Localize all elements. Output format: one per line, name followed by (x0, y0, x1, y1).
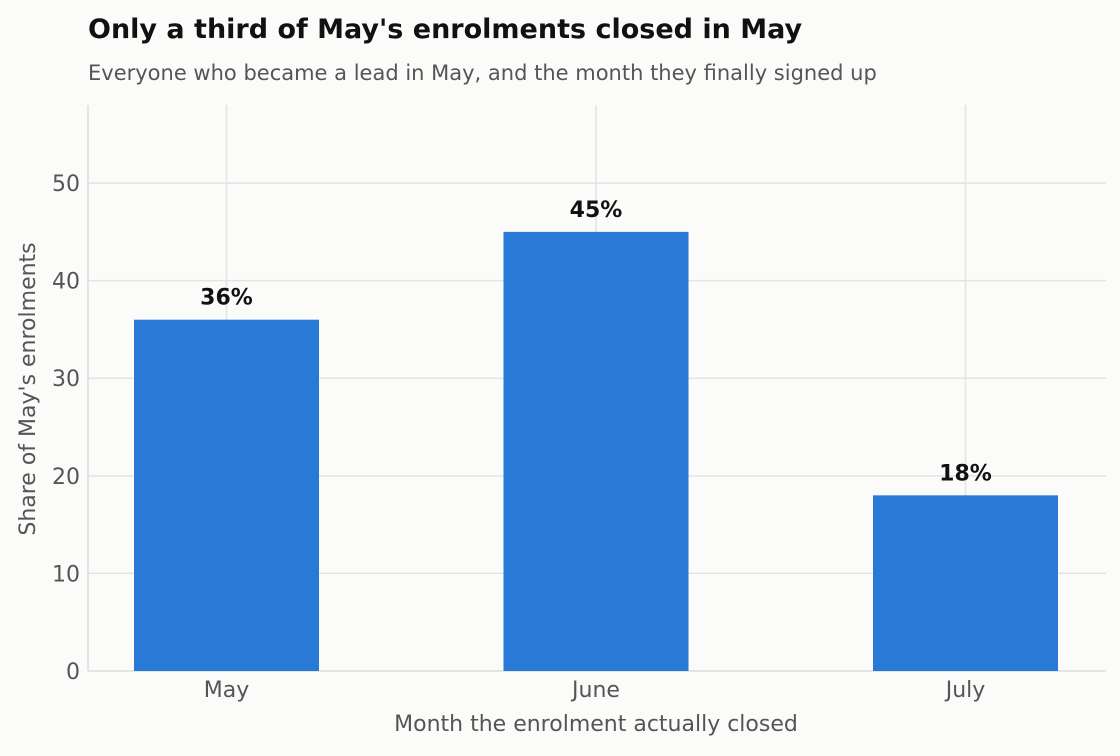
data-label-july: 18% (939, 461, 992, 486)
bars (134, 231, 1058, 672)
y-tick-label: 10 (52, 562, 80, 587)
tick-labels: 0 10 20 30 40 50 May June July (52, 172, 985, 703)
x-tick-label: July (944, 678, 986, 703)
y-tick-label: 50 (52, 172, 80, 197)
x-tick-label: May (204, 678, 249, 703)
data-label-june: 45% (570, 198, 623, 223)
y-tick-label: 0 (66, 660, 80, 685)
bar-may (134, 319, 319, 671)
data-label-may: 36% (200, 286, 253, 311)
x-axis-label: Month the enrolment actually closed (394, 712, 798, 737)
chart-subtitle: Everyone who became a lead in May, and t… (88, 61, 877, 85)
y-tick-label: 30 (52, 367, 80, 392)
data-labels: 36% 45% 18% (200, 198, 992, 486)
chart-title: Only a third of May's enrolments closed … (88, 14, 803, 45)
y-tick-label: 40 (52, 270, 80, 295)
bar-june (503, 231, 689, 672)
x-tick-label: June (570, 678, 620, 703)
bar-july (873, 495, 1058, 671)
y-tick-label: 20 (52, 465, 80, 490)
y-axis-label: Share of May's enrolments (16, 242, 41, 535)
